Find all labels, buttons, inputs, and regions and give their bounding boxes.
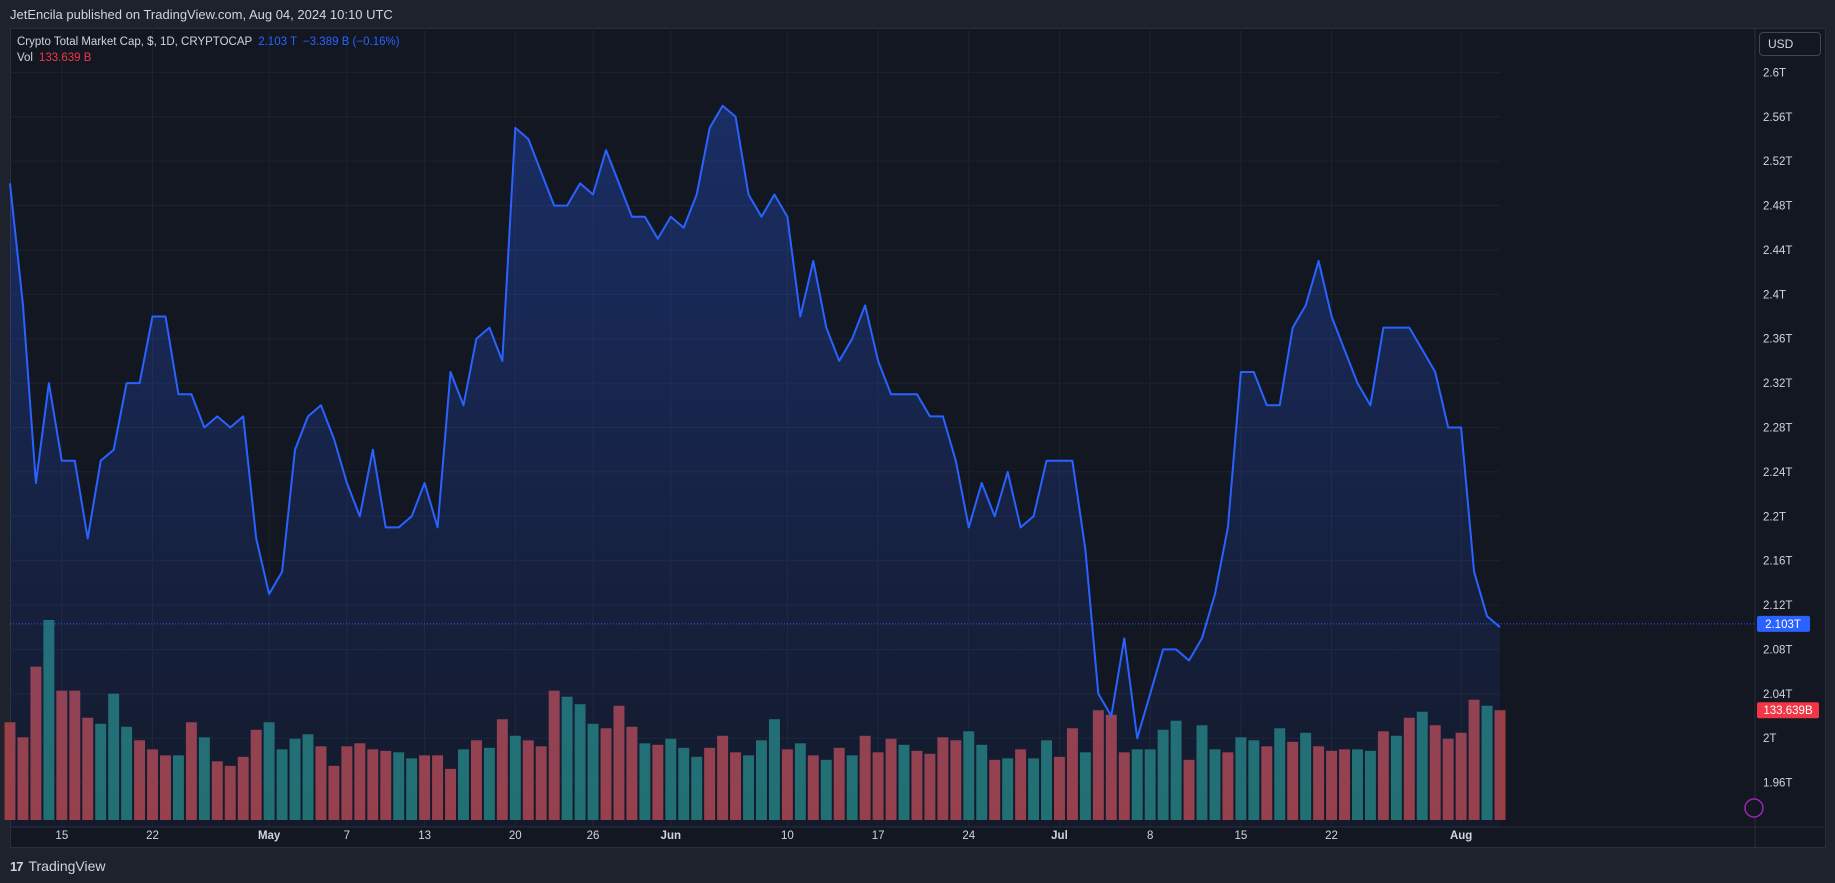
y-tick-label: 2.48T xyxy=(1763,201,1792,213)
legend-vol-value: 133.639 B xyxy=(39,52,92,64)
x-tick-label: 15 xyxy=(1234,830,1247,842)
y-tick-label: 2.2T xyxy=(1763,511,1786,523)
x-tick-label: 13 xyxy=(418,830,431,842)
y-tick-label: 2.04T xyxy=(1763,689,1792,701)
y-tick-label: 2T xyxy=(1763,733,1776,745)
y-tick-label: 2.56T xyxy=(1763,112,1792,124)
currency-button[interactable]: USD xyxy=(1759,32,1821,56)
tradingview-logo-icon: 17 xyxy=(10,858,24,874)
legend-change: −3.389 B (−0.16%) xyxy=(303,36,400,48)
x-tick-label: 15 xyxy=(55,830,68,842)
y-tick-label: 2.6T xyxy=(1763,67,1786,79)
footer-brand: TradingView xyxy=(28,858,106,874)
y-tick-label: 2.32T xyxy=(1763,378,1792,390)
x-tick-label: Jul xyxy=(1051,830,1068,842)
x-tick-label: 22 xyxy=(1325,830,1338,842)
legend-last: 2.103 T xyxy=(258,36,297,48)
chart-legend: Crypto Total Market Cap, $, 1D, CRYPTOCA… xyxy=(17,34,400,66)
legend-volume-row[interactable]: Vol 133.639 B xyxy=(17,50,400,66)
volume-tag xyxy=(1757,702,1819,719)
y-tick-label: 2.16T xyxy=(1763,556,1792,568)
volume-tag-label: 133.639B xyxy=(1763,705,1813,717)
y-tick-label: 2.24T xyxy=(1763,467,1792,479)
y-tick-label: 2.44T xyxy=(1763,245,1792,257)
y-tick-label: 2.12T xyxy=(1763,600,1792,612)
x-tick-label: 10 xyxy=(781,830,794,842)
y-tick-label: 2.4T xyxy=(1763,289,1786,301)
publish-header: JetEncila published on TradingView.com, … xyxy=(0,0,1835,28)
x-tick-label: 7 xyxy=(344,830,350,842)
x-tick-label: 22 xyxy=(146,830,159,842)
y-tick-label: 2.36T xyxy=(1763,334,1792,346)
currency-label: USD xyxy=(1768,37,1794,51)
price-series-line[interactable] xyxy=(9,104,1501,740)
y-tick-label: 2.28T xyxy=(1763,423,1792,435)
x-tick-label: May xyxy=(258,830,281,842)
legend-symbol-row[interactable]: Crypto Total Market Cap, $, 1D, CRYPTOCA… xyxy=(17,34,400,50)
y-tick-label: 2.08T xyxy=(1763,644,1792,656)
x-tick-label: 17 xyxy=(872,830,885,842)
y-tick-label: 1.96T xyxy=(1763,778,1792,790)
publish-text: JetEncila published on TradingView.com, … xyxy=(10,6,393,22)
legend-symbol: Crypto Total Market Cap, $, 1D, CRYPTOCA… xyxy=(17,36,253,48)
x-tick-label: 26 xyxy=(587,830,600,842)
last-price-label: 2.103T xyxy=(1765,619,1801,631)
last-price-tag xyxy=(1757,615,1810,632)
legend-vol-label: Vol xyxy=(17,52,33,64)
y-tick-label: 2.52T xyxy=(1763,156,1792,168)
event-badge-icon[interactable] xyxy=(1744,798,1764,818)
price-area-fill xyxy=(10,105,1500,827)
x-tick-label: Jun xyxy=(661,830,681,842)
x-tick-label: 8 xyxy=(1147,830,1153,842)
x-tick-label: 24 xyxy=(962,830,975,842)
footer: 17 TradingView xyxy=(10,855,106,877)
x-tick-label: 20 xyxy=(509,830,522,842)
x-tick-label: Aug xyxy=(1450,830,1472,842)
